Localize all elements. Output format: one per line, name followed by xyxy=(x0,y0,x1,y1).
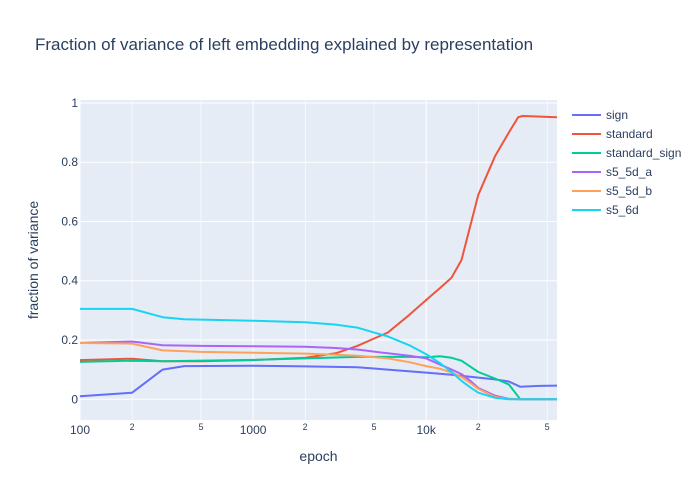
legend-item-s5-6d[interactable]: s5_6d xyxy=(572,203,639,217)
x-tick-label: 2 xyxy=(303,422,308,432)
x-tick-label: 5 xyxy=(545,422,550,432)
x-tick-label: 1000 xyxy=(240,423,267,437)
plot-background xyxy=(80,100,557,420)
legend: sign standard standard_sign s5_5d_a s5_5d_bs… xyxy=(572,108,681,217)
legend-label: sign xyxy=(606,108,628,122)
series-lines xyxy=(79,115,558,401)
y-axis-ticks: 0 0.2 0.4 0.6 0.8 1 xyxy=(61,96,78,406)
x-axis-title: epoch xyxy=(299,448,337,464)
y-tick-label: 0.6 xyxy=(61,214,78,228)
y-tick-label: 0.4 xyxy=(61,274,78,288)
legend-item-sign[interactable]: sign xyxy=(572,108,628,122)
x-tick-label: 10k xyxy=(416,423,436,437)
legend-item-s5-5d-b[interactable]: s5_5d_b xyxy=(572,184,652,198)
legend-item-standard[interactable]: standard xyxy=(572,127,653,141)
legend-label: s5_6d xyxy=(606,203,639,217)
legend-label: s5_5d_a xyxy=(606,165,652,179)
chart-title: Fraction of variance of left embedding e… xyxy=(35,35,533,54)
x-axis-ticks: 100 2 5 1000 2 5 10k 2 5 xyxy=(70,422,550,437)
series-line-sign xyxy=(79,364,558,398)
series-line-standard-sign xyxy=(79,355,557,401)
x-tick-label: 5 xyxy=(372,422,377,432)
x-tick-label: 100 xyxy=(70,423,90,437)
x-tick-label: 2 xyxy=(130,422,135,432)
y-tick-label: 0.2 xyxy=(61,333,78,347)
x-tick-label: 5 xyxy=(198,422,203,432)
x-tick-label: 2 xyxy=(476,422,481,432)
legend-item-s5-5d-a[interactable]: s5_5d_a xyxy=(572,165,652,179)
series-line-s5-6d xyxy=(80,307,557,401)
y-axis-title: fraction of variance xyxy=(25,201,41,319)
y-tick-label: 0.8 xyxy=(61,155,78,169)
y-tick-label: 0 xyxy=(71,392,78,406)
legend-label: s5_5d_b xyxy=(606,184,652,198)
grid-lines xyxy=(79,100,557,420)
y-tick-label: 1 xyxy=(71,96,78,110)
legend-label: standard_sign xyxy=(606,146,681,160)
legend-item-standard-sign[interactable]: standard_sign xyxy=(572,146,681,160)
legend-label: standard xyxy=(606,127,653,141)
